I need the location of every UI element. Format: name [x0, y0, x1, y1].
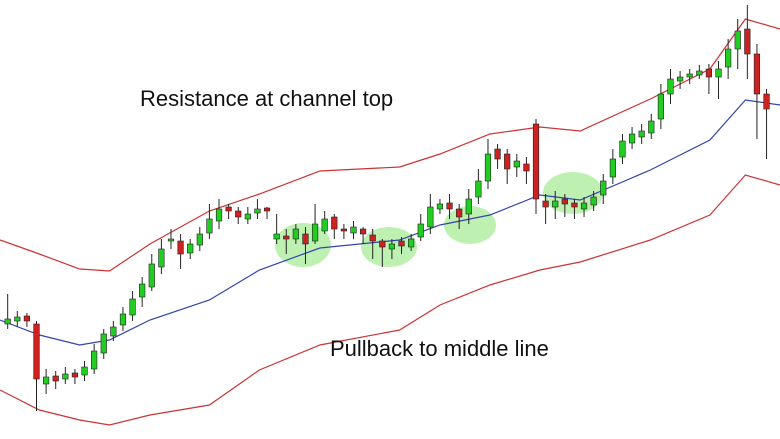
candle-body — [436, 203, 444, 210]
candle-body — [196, 233, 203, 246]
candle-body — [600, 180, 607, 196]
candle-body — [4, 318, 11, 325]
band-line — [0, 99, 780, 346]
candle-body — [753, 53, 761, 95]
annotation: Resistance at channel top — [140, 86, 393, 111]
candle-body — [14, 316, 21, 322]
candle-body — [609, 158, 616, 178]
candle-body — [129, 298, 136, 316]
candle-body — [513, 160, 520, 168]
candle-body — [340, 228, 347, 232]
candle-body — [465, 198, 472, 215]
candle-body — [52, 375, 59, 382]
candle-body — [676, 76, 684, 82]
candle-body — [638, 130, 645, 138]
candle-body — [379, 240, 386, 248]
candle-body — [177, 240, 184, 255]
candle-body — [648, 120, 655, 134]
candle-body — [494, 148, 501, 160]
candle-body — [206, 218, 213, 234]
candle-body — [81, 366, 88, 376]
candle-body — [484, 153, 492, 182]
candle-body — [696, 70, 703, 76]
candle-body — [302, 233, 309, 245]
band-line — [0, 174, 780, 426]
candle-body — [167, 238, 175, 242]
lines — [0, 18, 780, 426]
candle-body — [427, 206, 434, 228]
candle-body — [23, 315, 30, 322]
candle-body — [71, 372, 79, 378]
candle-body — [561, 198, 568, 205]
candle-body — [283, 235, 290, 240]
candle-body — [542, 200, 549, 208]
candle-body — [187, 243, 194, 254]
candle-body — [43, 376, 50, 385]
candles — [4, 5, 770, 411]
candle-body — [119, 313, 127, 326]
candle-body — [244, 213, 251, 220]
candle-body — [580, 202, 588, 210]
candle-body — [619, 140, 626, 158]
candle-body — [91, 350, 98, 370]
candle-body — [263, 207, 271, 212]
candle-body — [292, 228, 299, 240]
candle-body — [715, 68, 722, 78]
candle-body — [504, 153, 511, 170]
candle-body — [139, 283, 146, 298]
candle-body — [369, 234, 376, 242]
candle-body — [215, 208, 223, 222]
candle-body — [398, 240, 405, 247]
candle-body — [686, 73, 693, 78]
candle-body — [475, 180, 482, 198]
candle-body — [571, 202, 578, 208]
candle-body — [744, 28, 751, 55]
candle-body — [667, 78, 674, 95]
candle-body — [158, 248, 165, 268]
candle-body — [408, 238, 415, 248]
candle-body — [100, 333, 107, 354]
candle-body — [532, 123, 540, 200]
candle-body — [311, 223, 319, 242]
candle-body — [725, 48, 732, 68]
candle-body — [552, 200, 559, 208]
candle-body — [235, 210, 242, 218]
candle-body — [446, 202, 453, 210]
candle-body — [456, 208, 463, 218]
candle-body — [33, 323, 40, 380]
candle-body — [331, 216, 338, 230]
annotation: Pullback to middle line — [330, 336, 549, 361]
candle-body — [388, 243, 396, 250]
candle-body — [254, 208, 261, 214]
candle-body — [62, 373, 69, 380]
candle-body — [360, 228, 367, 235]
candle-body — [321, 218, 328, 232]
candle-body — [705, 68, 713, 78]
candle-body — [350, 226, 357, 234]
candle-body — [734, 30, 741, 50]
candle-body — [523, 163, 530, 172]
candle-body — [148, 263, 155, 288]
candle-body — [273, 233, 280, 240]
candle-body — [225, 206, 232, 212]
candle-body — [763, 93, 770, 110]
candle-body — [628, 133, 636, 144]
candle-body — [417, 223, 424, 238]
candle-body — [110, 326, 117, 337]
candle-body — [590, 196, 597, 206]
candle-body — [657, 93, 664, 120]
